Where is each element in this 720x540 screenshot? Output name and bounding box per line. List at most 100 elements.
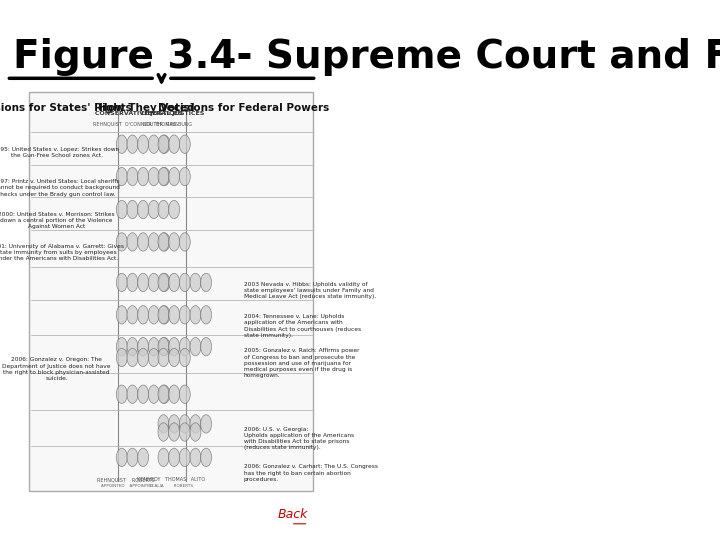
Text: 1997: Printz v. United States: Local sheriffs
cannot be required to conduct back: 1997: Printz v. United States: Local she… xyxy=(0,179,120,197)
Circle shape xyxy=(138,200,148,219)
Circle shape xyxy=(138,273,148,292)
Circle shape xyxy=(168,338,179,356)
Circle shape xyxy=(127,233,138,251)
Circle shape xyxy=(148,306,159,324)
Circle shape xyxy=(138,448,148,467)
Circle shape xyxy=(201,448,212,467)
Text: Figure 3.4- Supreme Court and Federalism: Figure 3.4- Supreme Court and Federalism xyxy=(13,38,720,76)
Circle shape xyxy=(158,306,169,324)
Circle shape xyxy=(117,385,127,403)
Circle shape xyxy=(201,338,212,356)
Circle shape xyxy=(190,448,201,467)
Circle shape xyxy=(127,348,138,367)
Text: Back: Back xyxy=(278,508,308,521)
Circle shape xyxy=(179,273,190,292)
Circle shape xyxy=(127,200,138,219)
Circle shape xyxy=(179,348,190,367)
Text: CONSERVATIVE JUSTICES: CONSERVATIVE JUSTICES xyxy=(95,111,183,116)
Circle shape xyxy=(168,415,179,433)
FancyBboxPatch shape xyxy=(29,92,313,491)
Circle shape xyxy=(201,306,212,324)
Circle shape xyxy=(179,415,190,433)
Circle shape xyxy=(168,385,179,403)
Circle shape xyxy=(138,348,148,367)
Circle shape xyxy=(159,135,170,153)
Circle shape xyxy=(138,167,148,186)
Circle shape xyxy=(179,423,190,441)
Circle shape xyxy=(148,200,159,219)
Circle shape xyxy=(127,338,138,356)
Circle shape xyxy=(190,273,201,292)
Circle shape xyxy=(179,233,190,251)
Circle shape xyxy=(158,415,169,433)
Circle shape xyxy=(117,448,127,467)
Circle shape xyxy=(179,448,190,467)
Text: 2003 Nevada v. Hibbs: Upholds validity of
state employees' lawsuits under Family: 2003 Nevada v. Hibbs: Upholds validity o… xyxy=(244,282,376,299)
Circle shape xyxy=(117,348,127,367)
Circle shape xyxy=(168,306,179,324)
Circle shape xyxy=(190,415,201,433)
Text: How They Voted: How They Voted xyxy=(99,103,195,113)
Circle shape xyxy=(148,338,159,356)
Text: SOUTER  GINSBURG: SOUTER GINSBURG xyxy=(143,122,192,127)
Circle shape xyxy=(117,273,127,292)
Circle shape xyxy=(159,167,170,186)
Text: 1995: United States v. Lopez: Strikes down
the Gun-Free School zones Act.: 1995: United States v. Lopez: Strikes do… xyxy=(0,147,120,158)
Circle shape xyxy=(158,348,169,367)
Circle shape xyxy=(127,448,138,467)
Text: 2000: United States v. Morrison: Strikes
down a central portion of the Violence
: 2000: United States v. Morrison: Strikes… xyxy=(0,212,115,229)
Circle shape xyxy=(159,385,170,403)
Circle shape xyxy=(138,306,148,324)
Circle shape xyxy=(201,273,212,292)
Circle shape xyxy=(148,348,159,367)
Circle shape xyxy=(158,135,169,153)
Text: Decisions for Federal Powers: Decisions for Federal Powers xyxy=(158,103,330,113)
Circle shape xyxy=(127,385,138,403)
Circle shape xyxy=(117,306,127,324)
Circle shape xyxy=(127,273,138,292)
Circle shape xyxy=(179,306,190,324)
Circle shape xyxy=(148,167,159,186)
Circle shape xyxy=(117,200,127,219)
Text: KENNEDY   THOMAS   ALITO: KENNEDY THOMAS ALITO xyxy=(137,477,205,482)
Circle shape xyxy=(168,200,179,219)
Circle shape xyxy=(138,385,148,403)
Circle shape xyxy=(158,448,169,467)
Circle shape xyxy=(117,167,127,186)
Circle shape xyxy=(168,135,179,153)
Circle shape xyxy=(127,167,138,186)
Circle shape xyxy=(159,306,170,324)
Circle shape xyxy=(158,338,169,356)
Circle shape xyxy=(158,423,169,441)
Circle shape xyxy=(159,273,170,292)
Text: SCALIA        ROBERTS: SCALIA ROBERTS xyxy=(149,484,193,488)
Circle shape xyxy=(168,448,179,467)
Circle shape xyxy=(168,167,179,186)
Text: 2006: Gonzalez v. Carhart: The U.S. Congress
has the right to ban certain aborti: 2006: Gonzalez v. Carhart: The U.S. Cong… xyxy=(244,464,378,482)
Circle shape xyxy=(168,348,179,367)
Circle shape xyxy=(179,385,190,403)
Circle shape xyxy=(190,306,201,324)
Circle shape xyxy=(168,273,179,292)
Text: REHNQUIST  O'CONNOR  THOMAS: REHNQUIST O'CONNOR THOMAS xyxy=(93,122,176,127)
Circle shape xyxy=(127,135,138,153)
Circle shape xyxy=(158,273,169,292)
Circle shape xyxy=(159,233,170,251)
Circle shape xyxy=(148,385,159,403)
Circle shape xyxy=(138,233,148,251)
Circle shape xyxy=(148,135,159,153)
Text: 2001: University of Alabama v. Garrett: Gives
state immunity from suits by emplo: 2001: University of Alabama v. Garrett: … xyxy=(0,244,124,261)
Circle shape xyxy=(190,338,201,356)
Text: Decisions for States' Rights: Decisions for States' Rights xyxy=(0,103,132,113)
Circle shape xyxy=(117,233,127,251)
Circle shape xyxy=(148,233,159,251)
Text: 2005: Gonzalez v. Raich: Affirms power
of Congress to ban and prosecute the
poss: 2005: Gonzalez v. Raich: Affirms power o… xyxy=(244,348,359,378)
Circle shape xyxy=(138,135,148,153)
Circle shape xyxy=(158,385,169,403)
Text: 2006: U.S. v. Georgia:
Upholds application of the Americans
with Disabilities Ac: 2006: U.S. v. Georgia: Upholds applicati… xyxy=(244,427,354,450)
Circle shape xyxy=(201,415,212,433)
Circle shape xyxy=(158,233,169,251)
Circle shape xyxy=(168,233,179,251)
Circle shape xyxy=(190,423,201,441)
Circle shape xyxy=(158,167,169,186)
